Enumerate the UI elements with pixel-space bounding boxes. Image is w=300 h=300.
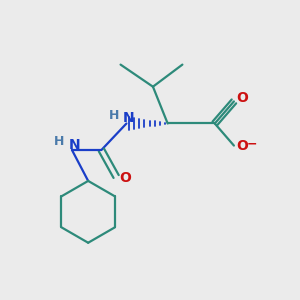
Text: H: H xyxy=(53,135,64,148)
Text: H: H xyxy=(109,109,119,122)
Text: O: O xyxy=(236,139,248,153)
Text: N: N xyxy=(68,138,80,152)
Text: N: N xyxy=(123,111,135,125)
Text: O: O xyxy=(236,92,248,106)
Text: −: − xyxy=(247,138,257,151)
Text: O: O xyxy=(120,171,131,185)
